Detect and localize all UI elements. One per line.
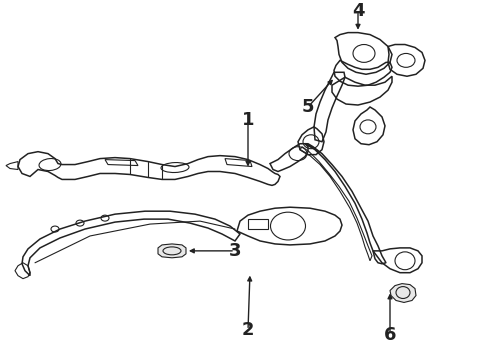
Text: 6: 6	[384, 326, 396, 344]
Text: 3: 3	[229, 242, 241, 260]
Polygon shape	[390, 284, 416, 302]
Text: 5: 5	[302, 98, 314, 116]
Polygon shape	[158, 244, 186, 258]
Text: 1: 1	[242, 111, 254, 129]
Text: 4: 4	[352, 2, 364, 20]
Text: 2: 2	[242, 321, 254, 339]
